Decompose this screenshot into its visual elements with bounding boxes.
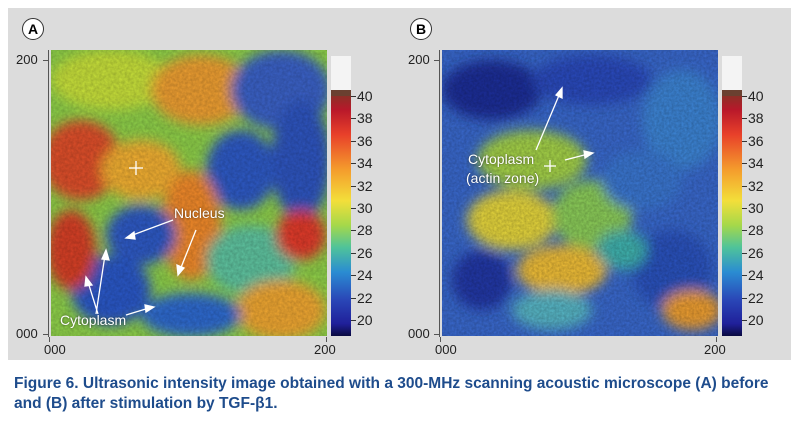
figure-caption: Figure 6. Ultrasonic intensity image obt… — [14, 375, 769, 412]
colorbar-tick-a — [351, 253, 356, 254]
colorbar-tick-b — [742, 253, 747, 254]
y-axis-a — [48, 50, 49, 337]
colorbar-tick-label-a: 40 — [357, 88, 373, 104]
colorbar-tick-label-a: 34 — [357, 155, 373, 171]
x-max-label-a: 200 — [314, 342, 336, 357]
y-tick-top-a — [43, 60, 49, 61]
colorbar-tick-b — [742, 141, 747, 142]
y-tick-bottom-a — [43, 334, 49, 335]
colorbar-tick-a — [351, 230, 356, 231]
colorbar-tick-label-b: 36 — [748, 133, 764, 149]
colorbar-tick-a — [351, 141, 356, 142]
intensity-map-b — [442, 50, 718, 336]
y-max-label-b: 200 — [408, 52, 430, 67]
colorbar-tick-label-b: 26 — [748, 245, 764, 261]
x-tick-left-b — [440, 337, 441, 342]
colorbar-tick-label-a: 30 — [357, 200, 373, 216]
annotation-cytoplasm-b: Cytoplasm — [468, 151, 535, 167]
colorbar-tick-label-a: 24 — [357, 267, 373, 283]
colorbar-tick-label-b: 32 — [748, 178, 764, 194]
colorbar-tick-label-a: 28 — [357, 222, 373, 238]
colorbar-tick-label-b: 20 — [748, 312, 764, 328]
colorbar-tick-b — [742, 163, 747, 164]
colorbar-tick-b — [742, 230, 747, 231]
colorbar-tick-label-b: 30 — [748, 200, 764, 216]
panel-a: A — [8, 8, 399, 360]
colorbar-tick-b — [742, 275, 747, 276]
annotation-nucleus: Nucleus — [174, 205, 225, 221]
colorbar-top-a — [331, 56, 351, 90]
colorbar-tick-label-a: 32 — [357, 178, 373, 194]
panel-b: B — [400, 8, 791, 360]
annotation-cytoplasm-a: Cytoplasm — [60, 312, 127, 328]
x-tick-left-a — [49, 337, 50, 342]
colorbar-tick-b — [742, 320, 747, 321]
y-tick-top-b — [434, 60, 440, 61]
annotation-actin-zone: (actin zone) — [466, 170, 540, 186]
colorbar-tick-b — [742, 208, 747, 209]
colorbar-cap-a — [331, 90, 351, 96]
x-min-label-a: 000 — [44, 342, 66, 357]
colorbar-tick-label-b: 22 — [748, 290, 764, 306]
colorbar-top-b — [722, 56, 742, 90]
x-tick-right-a — [326, 337, 327, 342]
colorbar-tick-b — [742, 298, 747, 299]
colorbar-tick-a — [351, 275, 356, 276]
colorbar-cap-b — [722, 90, 742, 96]
colorbar-tick-label-a: 36 — [357, 133, 373, 149]
y-min-label-a: 000 — [16, 326, 38, 341]
colorbar-tick-label-a: 20 — [357, 312, 373, 328]
colorbar-tick-a — [351, 186, 356, 187]
colorbar-a — [331, 90, 351, 336]
y-max-label-a: 200 — [16, 52, 38, 67]
colorbar-tick-label-b: 28 — [748, 222, 764, 238]
colorbar-tick-label-b: 34 — [748, 155, 764, 171]
colorbar-b — [722, 90, 742, 336]
colorbar-tick-a — [351, 208, 356, 209]
x-max-label-b: 200 — [704, 342, 726, 357]
panel-a-label: A — [22, 18, 44, 40]
colorbar-tick-a — [351, 96, 356, 97]
colorbar-tick-label-b: 24 — [748, 267, 764, 283]
colorbar-tick-label-a: 22 — [357, 290, 373, 306]
panel-b-label: B — [410, 18, 432, 40]
colorbar-tick-b — [742, 118, 747, 119]
x-min-label-b: 000 — [435, 342, 457, 357]
colorbar-tick-label-a: 38 — [357, 110, 373, 126]
x-tick-right-b — [716, 337, 717, 342]
colorbar-tick-label-b: 40 — [748, 88, 764, 104]
colorbar-tick-label-a: 26 — [357, 245, 373, 261]
colorbar-tick-a — [351, 298, 356, 299]
y-tick-bottom-b — [434, 334, 440, 335]
colorbar-tick-a — [351, 118, 356, 119]
y-axis-b — [439, 50, 440, 337]
colorbar-tick-b — [742, 96, 747, 97]
colorbar-tick-a — [351, 320, 356, 321]
y-min-label-b: 000 — [408, 326, 430, 341]
figure: A — [8, 8, 791, 360]
intensity-map-a — [51, 50, 327, 336]
colorbar-tick-a — [351, 163, 356, 164]
colorbar-tick-label-b: 38 — [748, 110, 764, 126]
colorbar-tick-b — [742, 186, 747, 187]
